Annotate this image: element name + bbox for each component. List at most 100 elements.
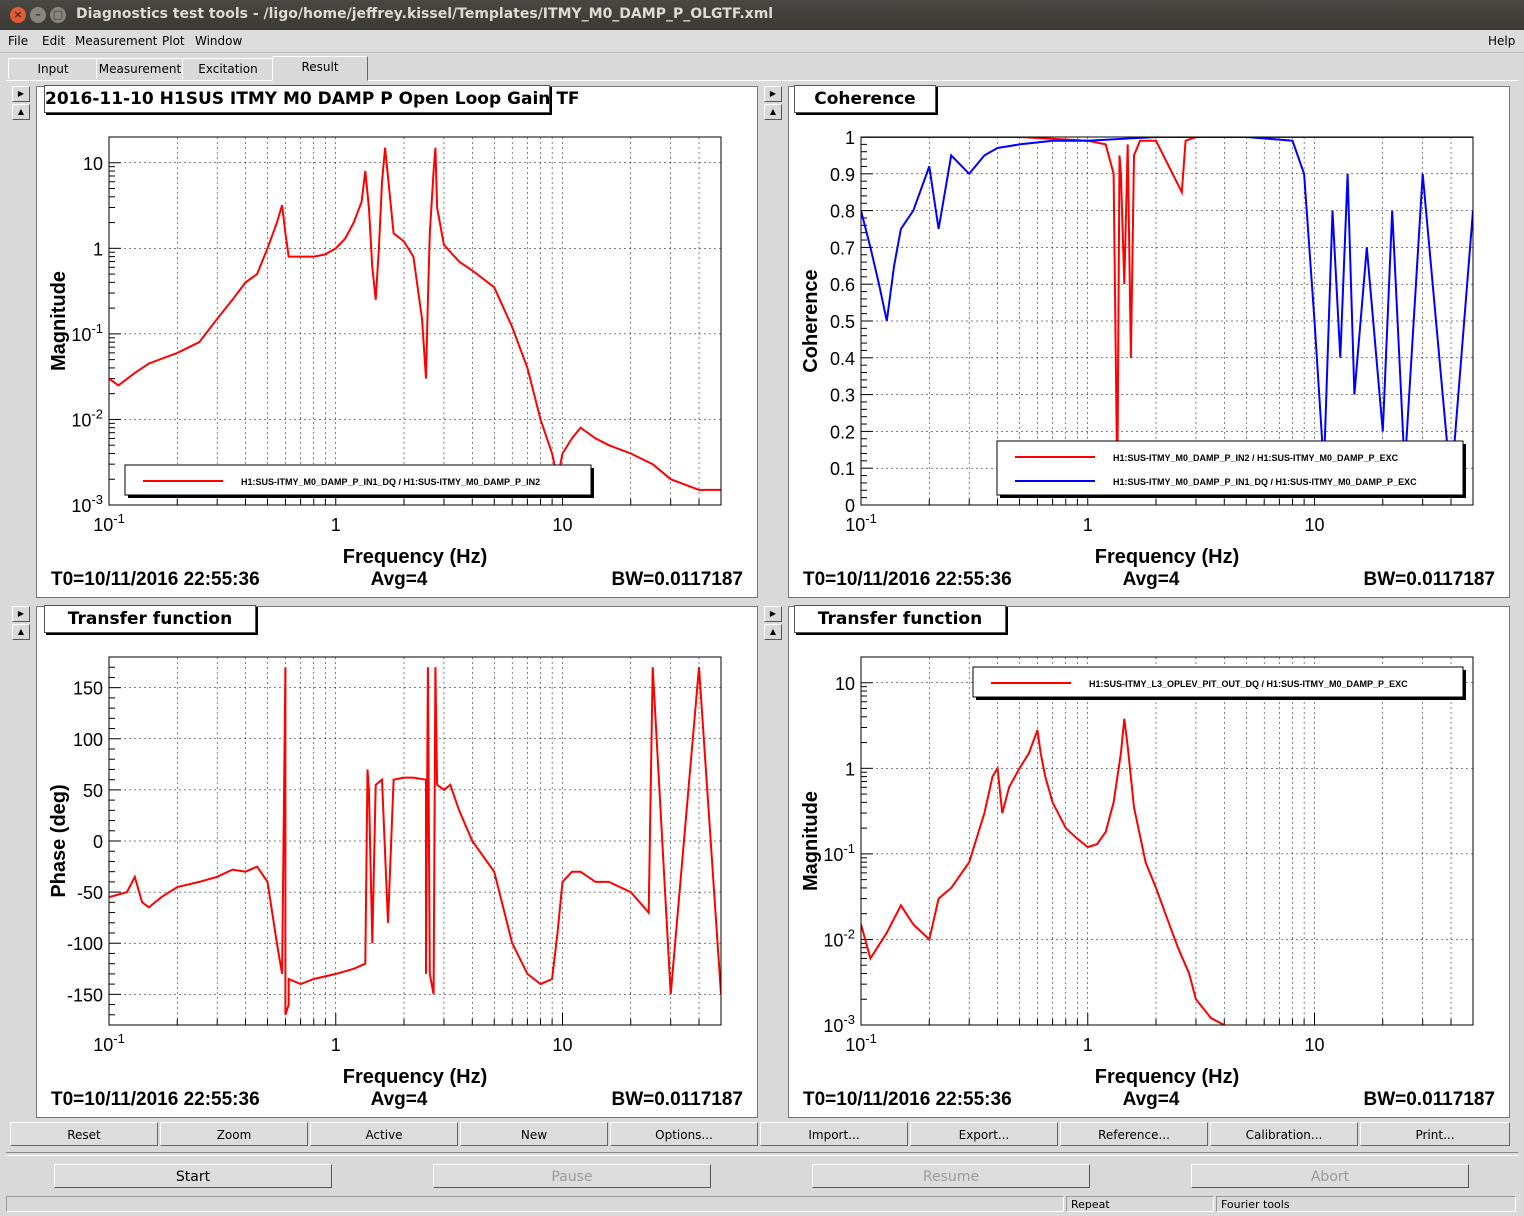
y-tick-label: 0 xyxy=(93,832,103,852)
y-tick-label: -150 xyxy=(67,985,103,1005)
series-line-1 xyxy=(861,137,1473,487)
magnitude-chart-2[interactable]: 10-1 1 10 10-3 10-2 10-1 1 10 Frequency (Hz) Magn… xyxy=(789,607,1509,1117)
y-tick-label: 1 xyxy=(845,759,855,779)
zoom-button[interactable]: Zoom xyxy=(160,1122,308,1146)
plot-frame xyxy=(860,136,1474,506)
print-button[interactable]: Print... xyxy=(1360,1122,1510,1146)
series-line-2 xyxy=(861,137,1473,487)
x-tick-label: 10-1 xyxy=(845,511,877,535)
tab-bar: Input Measurement Excitation Result xyxy=(6,56,1518,81)
close-window-button[interactable]: × xyxy=(10,7,26,23)
x-axis-label: Frequency (Hz) xyxy=(343,546,487,568)
series-line-1 xyxy=(109,667,721,1016)
active-button[interactable]: Active xyxy=(310,1122,458,1146)
panel-2-title: Coherence xyxy=(794,85,936,113)
y-tick-label: 0.9 xyxy=(830,165,855,185)
y-tick-label: 0.1 xyxy=(830,459,855,479)
plot-frame xyxy=(860,656,1474,1026)
legend-box xyxy=(996,440,1464,496)
y-tick-label: 0.5 xyxy=(830,312,855,332)
reset-button[interactable]: Reset xyxy=(10,1122,158,1146)
series-line-1 xyxy=(861,718,1226,1025)
phase-chart[interactable]: 10-1 1 10 -150 -100 -50 0 50 100 150 Frequency (Hz… xyxy=(37,607,757,1117)
tab-excitation[interactable]: Excitation xyxy=(182,58,274,79)
y-tick-label: 0.7 xyxy=(830,238,855,258)
tab-result[interactable]: Result xyxy=(272,56,368,81)
pane-2-up-arrow[interactable]: ▲ xyxy=(764,104,782,120)
maximize-window-button[interactable]: □ xyxy=(50,7,66,23)
y-axis-label: Magnitude xyxy=(48,271,70,371)
y-tick-label: 0.2 xyxy=(830,422,855,442)
menu-plot[interactable]: Plot xyxy=(162,34,185,48)
pane-3-right-arrow[interactable]: ▶ xyxy=(12,606,30,622)
average-label: Avg=4 xyxy=(371,569,428,590)
pane-4-right-arrow[interactable]: ▶ xyxy=(764,606,782,622)
panel-1-title: 2016-11-10 H1SUS ITMY M0 DAMP P Open Loo… xyxy=(44,85,580,113)
export-button[interactable]: Export... xyxy=(910,1122,1058,1146)
plot-canvas-2[interactable]: 10-1 1 10 0 0.1 0.2 0.3 0.4 0.5 0.6 0.7 0.8 0.9 1 Freq… xyxy=(788,86,1510,598)
bandwidth-label: BW=0.0117187 xyxy=(611,1089,743,1110)
pane-1-up-arrow[interactable]: ▲ xyxy=(12,104,30,120)
bandwidth-label: BW=0.0117187 xyxy=(1363,1089,1495,1110)
chart-grid xyxy=(108,136,722,506)
plot-frame xyxy=(108,656,722,1026)
resume-button[interactable]: Resume xyxy=(812,1164,1090,1188)
y-tick-label: 0.4 xyxy=(830,349,855,369)
y-tick-label: 10-1 xyxy=(823,841,855,865)
y-tick-label: 0 xyxy=(845,496,855,516)
y-tick-label: 10 xyxy=(835,674,855,694)
start-time-label: T0=10/11/2016 22:55:36 xyxy=(51,569,260,590)
legend-entry: H1:SUS-ITMY_L3_OPLEV_PIT_OUT_DQ / H1:SUS… xyxy=(1089,679,1408,689)
x-tick-label: 1 xyxy=(1083,1035,1093,1055)
legend-entry: H1:SUS-ITMY_M0_DAMP_P_IN1_DQ / H1:SUS-IT… xyxy=(1113,477,1417,487)
plot-canvas-1[interactable]: 10-1 1 10 10-3 10-2 10-1 1 10 Frequency (Hz) Magn… xyxy=(36,86,758,598)
minimize-window-button[interactable]: – xyxy=(30,7,46,23)
pane-3-up-arrow[interactable]: ▲ xyxy=(12,624,30,640)
reference-button[interactable]: Reference... xyxy=(1060,1122,1208,1146)
options-button[interactable]: Options... xyxy=(610,1122,758,1146)
menu-help[interactable]: Help xyxy=(1488,34,1516,48)
pause-button[interactable]: Pause xyxy=(433,1164,711,1188)
pane-1-right-arrow[interactable]: ▶ xyxy=(12,86,30,102)
pane-4-up-arrow[interactable]: ▲ xyxy=(764,624,782,640)
pane-1-arrows: ▶ ▲ xyxy=(12,86,30,122)
magnitude-chart-1[interactable]: 10-1 1 10 10-3 10-2 10-1 1 10 Frequency (Hz) Magn… xyxy=(37,87,757,597)
plot-canvas-3[interactable]: 10-1 1 10 -150 -100 -50 0 50 100 150 Frequency (Hz… xyxy=(36,606,758,1118)
y-tick-label: 10-1 xyxy=(71,321,103,345)
y-tick-label: 50 xyxy=(83,781,103,801)
coherence-chart[interactable]: 10-1 1 1000.10.20.30.40.50.60.70.80.91Freq… xyxy=(789,87,1509,597)
x-axis-label: Frequency (Hz) xyxy=(1095,546,1239,568)
legend: H1:SUS-ITMY_L3_OPLEV_PIT_OUT_DQ / H1:SUS… xyxy=(972,666,1466,700)
plot-canvas-4[interactable]: 10-1 1 10 10-3 10-2 10-1 1 10 Frequency (Hz) Magn… xyxy=(788,606,1510,1118)
window-titlebar: × – □ Diagnostics test tools - /ligo/hom… xyxy=(0,0,1524,30)
plot-pane-3: ▶ ▲ 10-1 1 10 -150 -100 -50 0 50 100 150 Frequency… xyxy=(6,602,758,1118)
y-tick-label: 1 xyxy=(93,239,103,259)
plot-pane-1: ▶ ▲ 10-1 1 10 10-3 10-2 10-1 1 10 Frequency (Hz)… xyxy=(6,82,758,598)
x-tick-label: 1 xyxy=(1083,515,1093,535)
x-axis-label: Frequency (Hz) xyxy=(343,1066,487,1088)
start-button[interactable]: Start xyxy=(54,1164,332,1188)
pane-2-right-arrow[interactable]: ▶ xyxy=(764,86,782,102)
menu-edit[interactable]: Edit xyxy=(42,34,66,48)
import-button[interactable]: Import... xyxy=(760,1122,908,1146)
y-tick-label: 0.3 xyxy=(830,386,855,406)
calibration-button[interactable]: Calibration... xyxy=(1210,1122,1358,1146)
plot-frame xyxy=(108,136,722,506)
series-line-1 xyxy=(109,147,721,491)
legend: H1:SUS-ITMY_M0_DAMP_P_IN2 / H1:SUS-ITMY_… xyxy=(996,440,1466,498)
tab-measurement[interactable]: Measurement xyxy=(96,58,184,79)
x-tick-label: 10-1 xyxy=(93,511,125,535)
x-tick-label: 10 xyxy=(552,515,572,535)
x-tick-label: 10 xyxy=(1304,515,1324,535)
new-button[interactable]: New xyxy=(460,1122,608,1146)
window-title: Diagnostics test tools - /ligo/home/jeff… xyxy=(76,6,774,22)
pane-4-arrows: ▶ ▲ xyxy=(764,606,782,642)
menu-measurement[interactable]: Measurement xyxy=(75,34,158,48)
tab-input[interactable]: Input xyxy=(8,58,98,79)
y-axis-label: Coherence xyxy=(800,269,822,372)
abort-button[interactable]: Abort xyxy=(1191,1164,1469,1188)
start-time-label: T0=10/11/2016 22:55:36 xyxy=(51,1089,260,1110)
menu-window[interactable]: Window xyxy=(195,34,243,48)
menu-file[interactable]: File xyxy=(8,34,29,48)
y-tick-label: 10-3 xyxy=(823,1012,855,1036)
